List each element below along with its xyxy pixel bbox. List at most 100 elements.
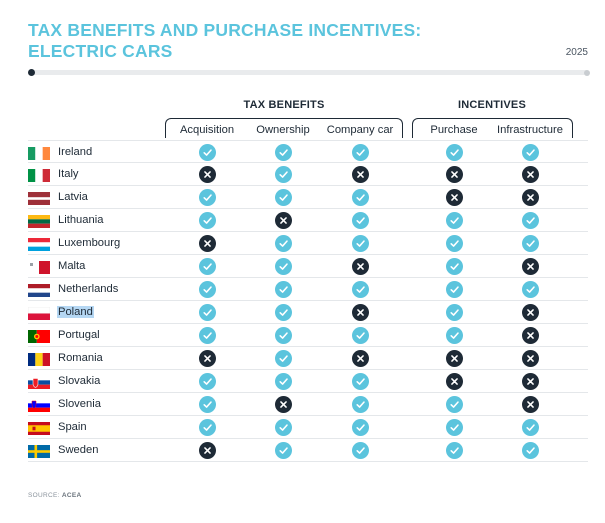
check-icon: [198, 373, 216, 390]
check-icon: [198, 212, 216, 229]
title-line-2: ELECTRIC CARS: [28, 41, 173, 61]
table-row-romania: Romania: [28, 347, 588, 370]
cross-icon: [521, 350, 539, 367]
country-name-lithuania: Lithuania: [58, 214, 104, 226]
check-icon: [351, 419, 369, 436]
flag-poland-icon: [28, 307, 50, 320]
check-icon: [445, 442, 463, 459]
country-name-luxembourg: Luxembourg: [58, 237, 121, 249]
check-icon: [274, 144, 292, 161]
check-icon: [198, 304, 216, 321]
check-icon: [521, 235, 539, 252]
flag-italy-icon: [28, 169, 50, 182]
table-row-spain: Spain: [28, 416, 588, 439]
check-icon: [445, 281, 463, 298]
check-icon: [198, 419, 216, 436]
country-name-romania: Romania: [58, 352, 103, 364]
check-icon: [198, 281, 216, 298]
check-icon: [274, 166, 292, 183]
flag-slovenia-icon: [28, 399, 50, 412]
check-icon: [198, 258, 216, 275]
flag-ireland-icon: [28, 147, 50, 160]
check-icon: [274, 235, 292, 252]
country-name-italy: Italy: [58, 168, 79, 180]
column-header-ownership: Ownership: [256, 124, 310, 136]
timeline-start-dot: [28, 69, 35, 76]
country-name-malta: Malta: [58, 260, 86, 272]
cross-icon: [198, 166, 216, 183]
check-icon: [521, 212, 539, 229]
flag-portugal-icon: [28, 330, 50, 343]
check-icon: [198, 327, 216, 344]
table-row-poland: Poland: [28, 301, 588, 324]
country-name-portugal: Portugal: [58, 329, 100, 341]
check-icon: [198, 396, 216, 413]
cross-icon: [445, 166, 463, 183]
title-line-1: TAX BENEFITS AND PURCHASE INCENTIVES:: [28, 20, 422, 40]
source-label: SOURCE:: [28, 492, 60, 499]
flag-malta-icon: [28, 261, 50, 274]
column-header-acquisition: Acquisition: [179, 124, 235, 136]
flag-lithuania-icon: [28, 215, 50, 228]
check-icon: [274, 281, 292, 298]
source-name: ACEA: [61, 492, 82, 499]
check-icon: [274, 327, 292, 344]
country-name-slovakia: Slovakia: [58, 375, 101, 387]
check-icon: [445, 304, 463, 321]
check-icon: [521, 419, 539, 436]
table-row-latvia: Latvia: [28, 186, 588, 209]
cross-icon: [274, 212, 292, 229]
incentives-bracket: [412, 118, 573, 138]
cross-icon: [445, 373, 463, 390]
check-icon: [351, 396, 369, 413]
table-row-sweden: Sweden: [28, 439, 588, 462]
table-row-portugal: Portugal: [28, 324, 588, 347]
country-name-netherlands: Netherlands: [58, 283, 119, 295]
check-icon: [274, 189, 292, 206]
country-name-ireland: Ireland: [58, 146, 93, 158]
check-icon: [445, 258, 463, 275]
table-row-slovenia: Slovenia: [28, 393, 588, 416]
check-icon: [445, 396, 463, 413]
table-row-italy: Italy: [28, 163, 588, 186]
cross-icon: [521, 258, 539, 275]
cross-icon: [351, 258, 369, 275]
cross-icon: [521, 396, 539, 413]
group-label-tax-benefits: TAX BENEFITS: [243, 99, 325, 111]
flag-latvia-icon: [28, 192, 50, 205]
check-icon: [445, 327, 463, 344]
check-icon: [351, 327, 369, 344]
flag-romania-icon: [28, 353, 50, 366]
cross-icon: [521, 373, 539, 390]
table-row-malta: Malta: [28, 255, 588, 278]
timeline-end-dot: [584, 69, 590, 76]
flag-slovakia-icon: [28, 376, 50, 389]
check-icon: [274, 350, 292, 367]
check-icon: [198, 144, 216, 161]
country-name-slovenia: Slovenia: [58, 398, 101, 410]
check-icon: [274, 419, 292, 436]
flag-netherlands-icon: [28, 284, 50, 297]
check-icon: [351, 235, 369, 252]
table-row-ireland: Ireland: [28, 140, 588, 163]
year-label: 2025: [565, 47, 588, 58]
check-icon: [274, 258, 292, 275]
cross-icon: [351, 350, 369, 367]
cross-icon: [521, 304, 539, 321]
check-icon: [351, 144, 369, 161]
table-row-luxembourg: Luxembourg: [28, 232, 588, 255]
check-icon: [274, 304, 292, 321]
table-row-netherlands: Netherlands: [28, 278, 588, 301]
timeline-bar: [28, 69, 590, 76]
check-icon: [274, 442, 292, 459]
cross-icon: [445, 189, 463, 206]
cross-icon: [198, 442, 216, 459]
check-icon: [351, 373, 369, 390]
check-icon: [274, 373, 292, 390]
country-name-spain: Spain: [58, 421, 87, 433]
check-icon: [445, 419, 463, 436]
country-name-latvia: Latvia: [58, 191, 88, 203]
cross-icon: [274, 396, 292, 413]
cross-icon: [198, 235, 216, 252]
flag-luxembourg-icon: [28, 238, 50, 251]
